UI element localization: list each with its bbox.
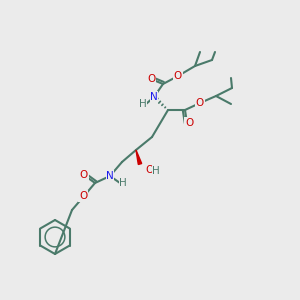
Text: O: O — [196, 98, 204, 108]
Text: H: H — [119, 178, 127, 188]
Polygon shape — [136, 150, 142, 164]
Text: N: N — [106, 171, 114, 181]
Text: H: H — [139, 99, 147, 109]
Text: O: O — [147, 74, 155, 84]
Text: O: O — [174, 71, 182, 81]
Text: O: O — [146, 165, 154, 175]
Text: O: O — [80, 170, 88, 180]
Text: O: O — [79, 191, 87, 201]
Text: O: O — [185, 118, 193, 128]
Text: N: N — [150, 92, 158, 102]
Text: H: H — [152, 166, 160, 176]
